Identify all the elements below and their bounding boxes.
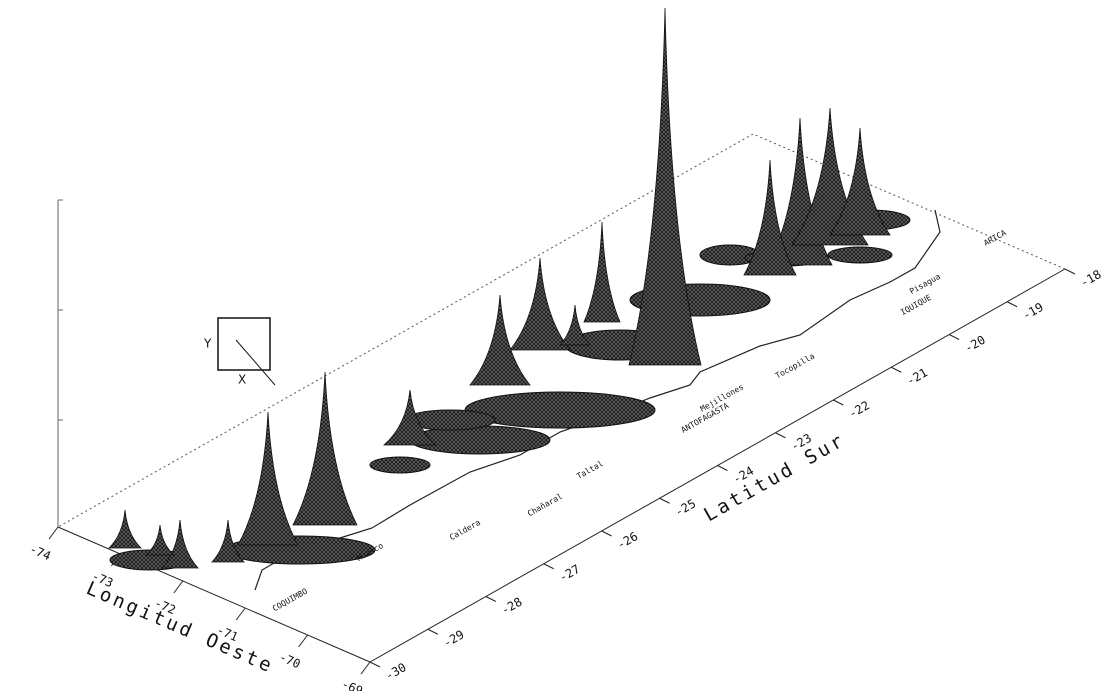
relief-peak [583,221,621,323]
x-tick [48,526,59,540]
back-edge [57,133,754,528]
x-tick [235,607,246,621]
place-label: COQUIMBO [271,587,309,614]
y-tick-label: -21 [904,365,930,388]
x-tick-label: -74 [27,542,52,563]
place-label: Tocopilla [774,351,816,380]
y-tick [1006,301,1018,308]
back-edge [752,133,1066,270]
inset-box [217,317,271,371]
x-tick [173,580,184,594]
frame [48,133,1076,675]
y-tick [833,399,844,406]
relief-peak [108,509,142,549]
y-axis-title: Latitud Sur [700,429,849,526]
inset-y: Y [203,337,212,351]
y-tick-label: -30 [383,660,409,683]
x-axis [57,526,371,663]
relief-peak [559,304,591,346]
inset-x: X [238,373,246,387]
relief-peak [628,7,702,366]
x-tick [298,634,309,648]
relief-blob [464,391,656,429]
place-label: Pisagua [908,272,942,296]
x-axis-title: Longitud Oeste [83,577,277,677]
place-label: Chañaral [526,492,564,519]
y-tick-label: -26 [615,529,641,552]
relief-peak [161,519,199,569]
y-tick [891,366,902,373]
inset-arrow [235,339,276,386]
relief-blob [369,456,431,474]
y-tick-label: -27 [557,562,583,585]
y-tick [1064,268,1076,275]
y-tick [775,432,786,439]
relief-peak [144,524,176,556]
relief-peak [509,257,571,351]
relief-blob [827,246,893,264]
place-label: ARICA [982,228,1008,248]
relief-peak [382,389,438,446]
x-tick [360,661,371,675]
y-tick [948,334,960,340]
place-label: Taltal [575,459,605,481]
x-tick-label: -70 [277,650,302,671]
y-tick [543,563,554,570]
y-tick [427,628,439,635]
x-tick-label: -69 [339,677,364,691]
y-tick-label: -19 [1020,300,1046,323]
surface [108,7,941,591]
y-tick [601,530,612,537]
y-tick-label: -29 [441,627,467,650]
y-tick-label: -22 [846,398,872,421]
relief-peak [743,159,797,276]
y-tick [369,661,381,668]
y-tick-label: -25 [672,496,698,519]
labels: -74-73-72-71-70-69-30-29-28-27-26-25-24-… [27,228,1103,691]
y-tick [717,465,728,471]
y-tick [485,596,497,602]
y-tick [659,497,670,504]
place-label: IQUIQUE [899,293,933,317]
relief-peak [292,371,358,526]
place-label: Caldera [448,518,482,542]
y-tick-label: -18 [1078,267,1104,290]
relief-peak [211,519,245,563]
relief-peak [829,127,891,236]
relief-peak [469,294,531,386]
relief-peak [237,411,299,546]
y-tick-label: -20 [962,333,988,356]
y-tick-label: -28 [499,595,525,618]
orientation-inset: Y X [203,317,276,387]
